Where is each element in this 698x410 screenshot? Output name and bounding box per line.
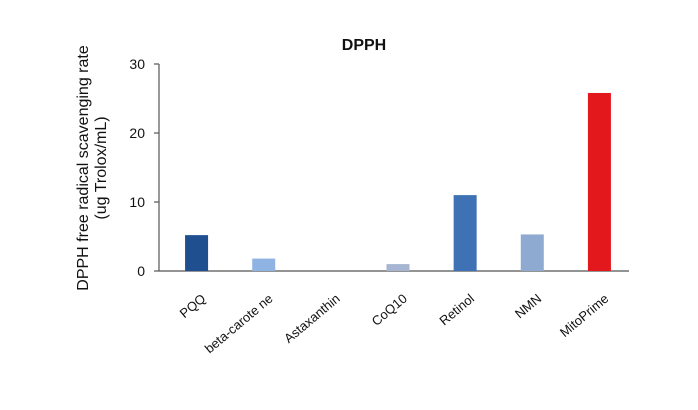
y-axis-label-line2: (ug Trolox/mL) bbox=[93, 116, 110, 219]
x-tick-label: Astaxanthin bbox=[281, 291, 343, 346]
bar bbox=[185, 235, 209, 271]
y-tick-label: 20 bbox=[129, 125, 145, 141]
x-tick-label: PQQ bbox=[177, 291, 209, 321]
x-tick-label: beta-carote ne bbox=[202, 291, 276, 356]
y-axis-label-line1: DPPH free radical scavenging rate bbox=[75, 45, 92, 291]
bar bbox=[453, 195, 477, 271]
y-ticks: 0 10 20 30 bbox=[129, 56, 159, 279]
x-tick-label: NMN bbox=[512, 291, 544, 322]
bars bbox=[185, 92, 611, 271]
y-tick-label: 0 bbox=[137, 263, 145, 279]
chart-title: DPPH bbox=[342, 37, 386, 54]
bar bbox=[520, 234, 544, 271]
bar bbox=[252, 258, 276, 271]
bar bbox=[587, 92, 611, 271]
y-tick-label: 10 bbox=[129, 194, 145, 210]
x-tick-label: CoQ10 bbox=[369, 291, 410, 329]
bar bbox=[386, 264, 410, 271]
y-tick-label: 30 bbox=[129, 56, 145, 72]
y-axis-label: DPPH free radical scavenging rate (ug Tr… bbox=[75, 45, 110, 291]
x-tick-label: Retinol bbox=[436, 291, 477, 329]
x-tick-label: MitoPrime bbox=[557, 291, 611, 340]
